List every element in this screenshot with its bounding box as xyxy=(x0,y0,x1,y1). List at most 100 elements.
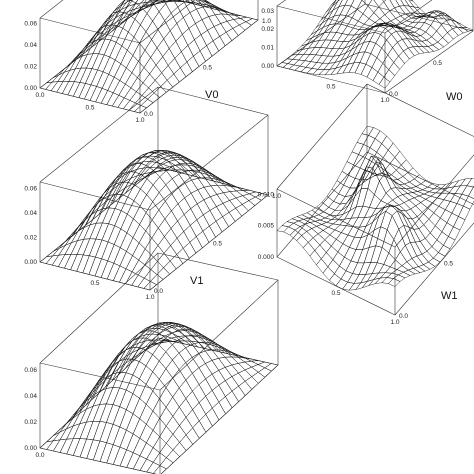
surface-cell xyxy=(98,38,111,56)
surface-cell xyxy=(342,62,355,74)
surface-cell xyxy=(339,195,352,205)
surface-cell xyxy=(172,352,186,370)
surface-cell xyxy=(402,172,415,183)
surface-cell xyxy=(414,28,426,36)
surface-cell xyxy=(359,216,372,228)
surface-cell xyxy=(224,348,239,356)
surface-cell xyxy=(212,401,226,421)
surface-cell xyxy=(157,20,171,40)
z-tick-label: 0.010 xyxy=(258,191,275,198)
surface-cell xyxy=(186,55,200,72)
surface-cell xyxy=(357,205,370,218)
surface-cell xyxy=(373,272,386,280)
surface-cell xyxy=(106,387,120,405)
surface-cell xyxy=(66,438,81,456)
surface-cell xyxy=(128,156,143,166)
surface-cell xyxy=(371,57,384,73)
surface-cell xyxy=(380,28,392,41)
surface-cell xyxy=(421,251,434,263)
surface-mesh xyxy=(276,125,474,291)
surface-cell xyxy=(198,378,213,397)
surface-cell xyxy=(420,238,433,252)
z-tick-label: 0.03 xyxy=(261,8,274,15)
surface-cell xyxy=(198,350,213,364)
z-tick-label: 0.02 xyxy=(24,64,37,71)
surface-cell xyxy=(137,67,150,84)
surface-cell xyxy=(132,242,146,261)
surface-cell xyxy=(182,28,195,46)
surface-cell xyxy=(131,334,146,347)
surface-cell xyxy=(308,40,320,49)
surface-cell xyxy=(100,90,114,105)
surface-cell xyxy=(101,223,115,243)
surface-cell xyxy=(185,409,200,429)
y-tick-label: 0.5 xyxy=(433,60,442,67)
surface-cell xyxy=(351,205,364,219)
surface-cell xyxy=(350,0,363,10)
surface-cell xyxy=(306,209,319,218)
surface-cell xyxy=(341,195,354,211)
surface-cell xyxy=(178,362,193,381)
surface-cell xyxy=(321,222,334,228)
surface-cell xyxy=(165,415,180,435)
surface-cell xyxy=(66,407,80,425)
surface-cell xyxy=(383,252,396,268)
z-tick-labels: 0.06 0.04 0.02 0.00 xyxy=(24,185,37,266)
surface-cell xyxy=(108,208,122,226)
panel-label: V0 xyxy=(205,89,218,101)
surface-cell xyxy=(402,193,415,201)
surface-cell xyxy=(393,228,406,253)
surface-cell xyxy=(334,265,347,280)
surface-cell xyxy=(381,39,393,56)
surface-cell xyxy=(78,83,92,100)
surface-cell xyxy=(380,192,393,205)
surface-cell xyxy=(364,207,377,218)
surface-mesh xyxy=(39,150,269,291)
surface-cell xyxy=(453,216,466,231)
surface-cell xyxy=(95,222,109,241)
surface-cell xyxy=(113,446,127,467)
surface-cell xyxy=(343,34,355,42)
surface-cell xyxy=(430,225,443,241)
surface-cell xyxy=(131,61,145,78)
surface-cell xyxy=(337,33,349,42)
surface-cell xyxy=(76,238,91,256)
surface-cell xyxy=(158,351,173,369)
surface-cell xyxy=(441,222,454,237)
surface-cell xyxy=(301,231,314,243)
surface-cell xyxy=(181,45,194,63)
surface-cell xyxy=(86,404,100,423)
z-tick-label: 0.000 xyxy=(258,254,275,261)
surface-cell xyxy=(59,438,74,455)
surface-cell xyxy=(128,163,142,173)
panel-label: W1 xyxy=(441,290,458,302)
surface-cell xyxy=(130,77,144,92)
surface-cell xyxy=(292,54,304,61)
surface-cell xyxy=(176,17,190,35)
surface-cell xyxy=(178,379,193,399)
surface-cell xyxy=(398,50,410,64)
surface-mesh xyxy=(276,0,474,89)
surface-cell xyxy=(166,433,180,451)
surface-cell xyxy=(176,248,190,264)
surface-cell xyxy=(142,73,156,89)
surface-cell xyxy=(309,250,322,266)
surface-cell xyxy=(386,33,398,48)
surface-cell xyxy=(347,273,360,284)
surface-cell xyxy=(175,164,189,171)
surface-cell xyxy=(59,425,74,441)
surface-cell xyxy=(119,389,134,410)
surface-cell xyxy=(150,274,164,285)
x-tick-labels: 0.5 1.0 xyxy=(331,290,399,326)
surface-cell xyxy=(415,183,428,191)
surface-cell xyxy=(165,359,180,379)
surface-cell xyxy=(318,69,331,76)
surface-cell xyxy=(217,184,231,193)
surface-cell xyxy=(79,67,93,84)
surface-cell xyxy=(466,177,474,188)
surface-cell xyxy=(437,37,449,48)
surface-cell xyxy=(146,410,160,431)
surface-cell xyxy=(388,62,400,76)
surface-cell xyxy=(311,62,324,70)
